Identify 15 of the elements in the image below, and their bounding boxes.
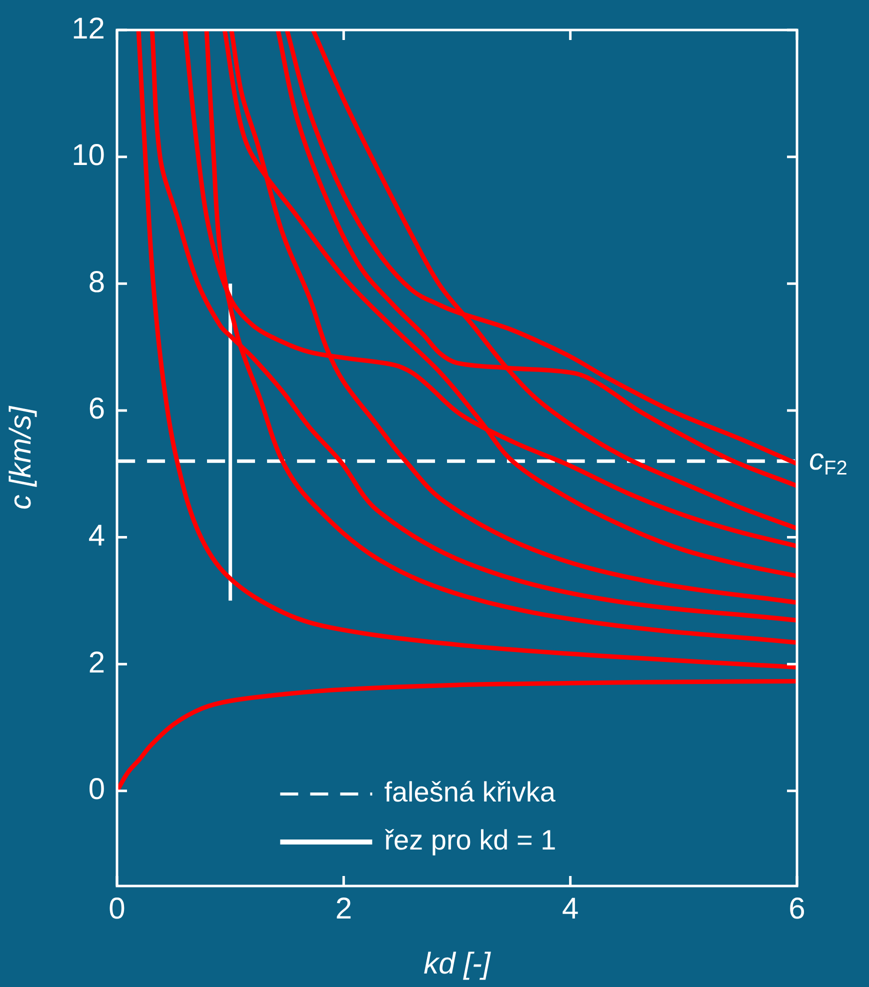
- legend-label: řez pro kd = 1: [384, 824, 556, 856]
- x-tick-label: 0: [108, 892, 126, 926]
- x-axis-title: kd [-]: [424, 947, 491, 980]
- y-tick-label: 4: [88, 520, 105, 553]
- y-tick-label: 0: [88, 773, 105, 806]
- y-tick-label: 2: [88, 646, 105, 680]
- x-tick-label: 4: [562, 892, 579, 926]
- x-tick-label: 6: [788, 892, 806, 926]
- y-tick-label: 10: [72, 139, 105, 172]
- y-tick-label: 8: [88, 266, 105, 299]
- legend-label: falešná křivka: [384, 776, 556, 808]
- x-tick-label: 2: [335, 892, 352, 926]
- y-tick-label: 6: [88, 392, 105, 426]
- y-tick-label: 12: [72, 12, 105, 46]
- y-axis-title: c [km/s]: [4, 406, 38, 510]
